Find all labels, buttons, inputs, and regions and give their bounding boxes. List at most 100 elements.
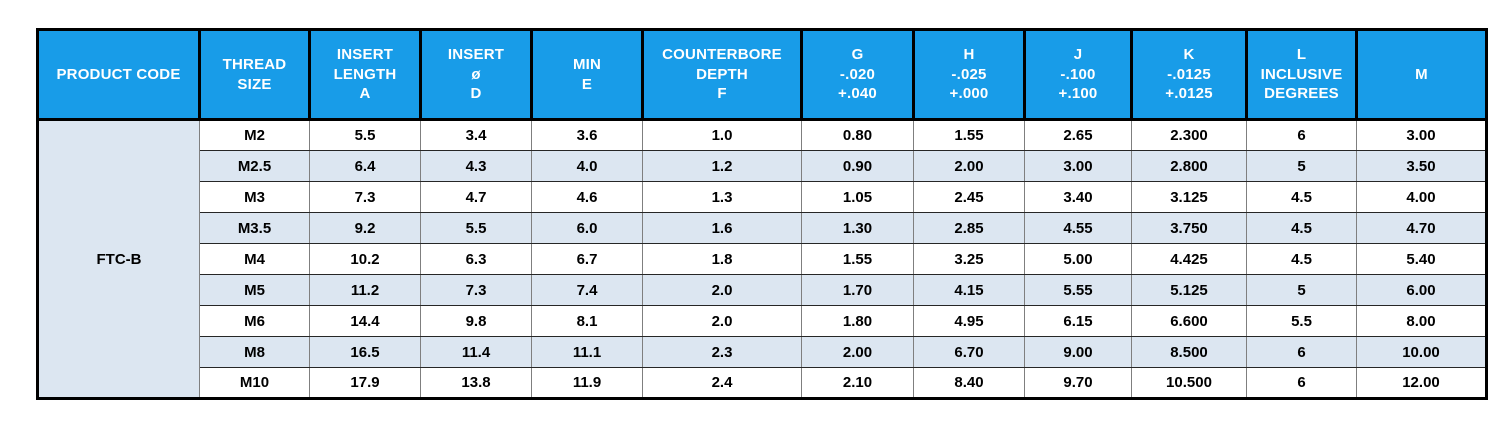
value-cell-k: 2.800 <box>1131 150 1247 182</box>
table-row-m10: M10 17.9 13.8 11.9 2.4 2.10 8.40 9.70 10.500 6 12.… <box>38 367 1487 399</box>
value-cell-k: 8.500 <box>1131 336 1247 368</box>
value-cell-insert-dia-d: 11.4 <box>420 336 532 368</box>
value-cell-g: 1.05 <box>801 181 914 213</box>
value-cell-counterbore-depth-f: 1.3 <box>642 181 802 213</box>
value-cell-l-inclusive-degrees: 6 <box>1246 336 1357 368</box>
column-header-l-inclusive-degrees: L INCLUSIVE DEGREES <box>1245 28 1358 121</box>
value-cell-min-e: 4.0 <box>531 150 643 182</box>
thread-size-cell: M5 <box>199 274 310 306</box>
column-header-m: M <box>1355 28 1488 121</box>
value-cell-h: 8.40 <box>913 367 1025 399</box>
value-cell-l-inclusive-degrees: 5.5 <box>1246 305 1357 337</box>
header-row: PRODUCT CODE THREAD SIZE INSERT LENGTH A… <box>36 28 1488 121</box>
value-cell-j: 2.65 <box>1024 119 1132 151</box>
value-cell-l-inclusive-degrees: 6 <box>1246 119 1357 151</box>
spec-table: PRODUCT CODE THREAD SIZE INSERT LENGTH A… <box>36 28 1488 400</box>
column-header-thread-size: THREAD SIZE <box>198 28 311 121</box>
thread-size-cell: M8 <box>199 336 310 368</box>
value-cell-h: 2.85 <box>913 212 1025 244</box>
thread-size-cell: M2 <box>199 119 310 151</box>
column-header-insert-length-a: INSERT LENGTH A <box>308 28 422 121</box>
value-cell-m: 12.00 <box>1356 367 1487 399</box>
value-cell-insert-dia-d: 9.8 <box>420 305 532 337</box>
value-cell-k: 4.425 <box>1131 243 1247 275</box>
value-cell-counterbore-depth-f: 2.3 <box>642 336 802 368</box>
thread-size-cell: M4 <box>199 243 310 275</box>
value-cell-insert-dia-d: 6.3 <box>420 243 532 275</box>
value-cell-l-inclusive-degrees: 4.5 <box>1246 243 1357 275</box>
value-cell-counterbore-depth-f: 2.4 <box>642 367 802 399</box>
value-cell-h: 6.70 <box>913 336 1025 368</box>
value-cell-h: 1.55 <box>913 119 1025 151</box>
value-cell-m: 4.00 <box>1356 181 1487 213</box>
value-cell-min-e: 3.6 <box>531 119 643 151</box>
value-cell-k: 6.600 <box>1131 305 1247 337</box>
column-header-counterbore-depth-f: COUNTERBORE DEPTH F <box>641 28 803 121</box>
spec-table-header: PRODUCT CODE THREAD SIZE INSERT LENGTH A… <box>36 28 1488 121</box>
value-cell-h: 2.00 <box>913 150 1025 182</box>
column-header-product-code: PRODUCT CODE <box>36 28 201 121</box>
table-row-m3-5: M3.5 9.2 5.5 6.0 1.6 1.30 2.85 4.55 3.750 4.5 4.70 <box>38 212 1487 244</box>
table-row-m4: M4 10.2 6.3 6.7 1.8 1.55 3.25 5.00 4.425 4.5 5.40 <box>38 243 1487 275</box>
value-cell-counterbore-depth-f: 1.8 <box>642 243 802 275</box>
value-cell-m: 5.40 <box>1356 243 1487 275</box>
value-cell-insert-length-a: 5.5 <box>309 119 421 151</box>
spec-table-body: FTC-B M2 5.5 3.4 3.6 1.0 0.80 1.55 2.65 2.300 6 3.0… <box>37 119 1487 399</box>
value-cell-j: 5.55 <box>1024 274 1132 306</box>
value-cell-h: 3.25 <box>913 243 1025 275</box>
thread-size-cell: M2.5 <box>199 150 310 182</box>
value-cell-g: 1.55 <box>801 243 914 275</box>
value-cell-insert-length-a: 9.2 <box>309 212 421 244</box>
value-cell-insert-dia-d: 4.3 <box>420 150 532 182</box>
value-cell-j: 5.00 <box>1024 243 1132 275</box>
value-cell-g: 1.70 <box>801 274 914 306</box>
value-cell-j: 9.00 <box>1024 336 1132 368</box>
thread-size-cell: M10 <box>199 367 310 399</box>
value-cell-insert-length-a: 7.3 <box>309 181 421 213</box>
column-header-k: K -.0125 +.0125 <box>1130 28 1248 121</box>
thread-size-cell: M3 <box>199 181 310 213</box>
value-cell-h: 2.45 <box>913 181 1025 213</box>
table-row-m8: M8 16.5 11.4 11.1 2.3 2.00 6.70 9.00 8.500 6 10.00 <box>38 336 1487 368</box>
table-row-m2-5: M2.5 6.4 4.3 4.0 1.2 0.90 2.00 3.00 2.800 5 3.50 <box>38 150 1487 182</box>
value-cell-j: 3.00 <box>1024 150 1132 182</box>
table-row-m5: M5 11.2 7.3 7.4 2.0 1.70 4.15 5.55 5.125 5 6.00 <box>38 274 1487 306</box>
value-cell-m: 4.70 <box>1356 212 1487 244</box>
value-cell-j: 4.55 <box>1024 212 1132 244</box>
value-cell-counterbore-depth-f: 1.0 <box>642 119 802 151</box>
table-row-m6: M6 14.4 9.8 8.1 2.0 1.80 4.95 6.15 6.600 5.5 8.00 <box>38 305 1487 337</box>
value-cell-insert-length-a: 14.4 <box>309 305 421 337</box>
value-cell-insert-length-a: 17.9 <box>309 367 421 399</box>
value-cell-insert-dia-d: 7.3 <box>420 274 532 306</box>
value-cell-min-e: 11.9 <box>531 367 643 399</box>
value-cell-l-inclusive-degrees: 4.5 <box>1246 212 1357 244</box>
value-cell-m: 8.00 <box>1356 305 1487 337</box>
value-cell-g: 1.30 <box>801 212 914 244</box>
column-header-h: H -.025 +.000 <box>912 28 1026 121</box>
value-cell-insert-dia-d: 4.7 <box>420 181 532 213</box>
value-cell-h: 4.95 <box>913 305 1025 337</box>
column-header-insert-dia-d: INSERT ø D <box>419 28 533 121</box>
thread-size-cell: M3.5 <box>199 212 310 244</box>
value-cell-min-e: 6.0 <box>531 212 643 244</box>
value-cell-k: 2.300 <box>1131 119 1247 151</box>
value-cell-min-e: 8.1 <box>531 305 643 337</box>
table-row-m3: M3 7.3 4.7 4.6 1.3 1.05 2.45 3.40 3.125 4.5 4.00 <box>38 181 1487 213</box>
value-cell-g: 2.10 <box>801 367 914 399</box>
value-cell-counterbore-depth-f: 1.2 <box>642 150 802 182</box>
value-cell-min-e: 4.6 <box>531 181 643 213</box>
value-cell-insert-length-a: 10.2 <box>309 243 421 275</box>
value-cell-l-inclusive-degrees: 4.5 <box>1246 181 1357 213</box>
catalog-page: PRODUCT CODE THREAD SIZE INSERT LENGTH A… <box>36 28 1488 400</box>
value-cell-m: 3.00 <box>1356 119 1487 151</box>
value-cell-m: 10.00 <box>1356 336 1487 368</box>
value-cell-insert-length-a: 6.4 <box>309 150 421 182</box>
value-cell-l-inclusive-degrees: 5 <box>1246 274 1357 306</box>
value-cell-g: 0.90 <box>801 150 914 182</box>
value-cell-g: 0.80 <box>801 119 914 151</box>
value-cell-j: 6.15 <box>1024 305 1132 337</box>
value-cell-insert-length-a: 16.5 <box>309 336 421 368</box>
value-cell-k: 3.125 <box>1131 181 1247 213</box>
column-header-j: J -.100 +.100 <box>1023 28 1133 121</box>
value-cell-m: 6.00 <box>1356 274 1487 306</box>
